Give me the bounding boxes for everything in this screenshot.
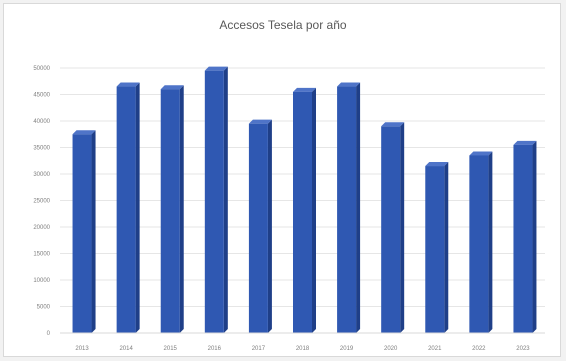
y-axis: 0 5000 10000 15000 20000 25000 30000 35000 40000…	[33, 66, 50, 337]
bar-top	[248, 119, 272, 124]
bar-front	[469, 155, 489, 333]
bar-2017	[248, 119, 272, 334]
bar-front	[293, 91, 312, 333]
chart-frame	[3, 3, 561, 357]
bar-top	[293, 87, 316, 92]
x-tick-label: 2019	[340, 346, 354, 352]
bar-side	[444, 162, 449, 333]
bar-front	[204, 70, 224, 334]
x-tick-label: 2016	[208, 346, 222, 352]
y-tick-label: 0	[47, 331, 51, 337]
bar-top	[204, 66, 228, 71]
bar-2023	[513, 140, 537, 333]
bar-2015	[160, 85, 184, 333]
x-axis: 2013 2014 2015 2016 2017 2018 2019 2020 2021 2022…	[60, 332, 545, 352]
x-tick-label: 2014	[119, 346, 133, 352]
bar-top	[160, 85, 184, 90]
bar-2022	[469, 151, 493, 333]
bar-side	[223, 66, 228, 334]
bar-side	[91, 130, 96, 333]
x-tick-label: 2017	[252, 346, 266, 352]
x-tick-label: 2020	[384, 346, 398, 352]
y-tick-label: 25000	[33, 199, 50, 205]
bar-front	[116, 86, 136, 333]
y-tick-label: 50000	[33, 66, 50, 72]
y-tick-label: 10000	[33, 278, 50, 284]
bar-side	[312, 87, 316, 333]
x-tick-label: 2015	[164, 346, 178, 352]
bar-side	[488, 151, 493, 333]
y-tick-label: 5000	[37, 305, 51, 311]
bar-2014	[116, 82, 140, 333]
y-tick-label: 45000	[33, 93, 50, 99]
bar-2019	[337, 82, 361, 333]
bar-top	[425, 162, 449, 167]
x-tick-label: 2013	[75, 346, 89, 352]
bar-side	[532, 140, 537, 333]
bar-2018	[293, 87, 316, 333]
bar-side	[135, 82, 140, 333]
bar-front	[72, 134, 92, 333]
bar-top	[381, 122, 405, 127]
bar-front	[513, 144, 533, 333]
bar-front	[160, 89, 180, 333]
bar-front	[425, 166, 445, 333]
bar-side	[356, 82, 361, 333]
bar-side	[400, 122, 405, 333]
y-tick-label: 15000	[33, 252, 50, 258]
bar-top	[72, 130, 96, 135]
bar-2021	[425, 162, 449, 333]
bar-2020	[381, 122, 405, 333]
y-tick-label: 35000	[33, 146, 50, 152]
bar-side	[267, 119, 272, 334]
bar-2016	[204, 66, 228, 334]
bar-front	[381, 126, 401, 333]
chart-title: Accesos Tesela por año	[219, 18, 347, 32]
y-tick-label: 30000	[33, 172, 50, 178]
x-tick-label: 2022	[472, 346, 486, 352]
bars	[72, 66, 537, 334]
x-tick-label: 2018	[296, 346, 310, 352]
x-tick-label: 2021	[428, 346, 442, 352]
y-tick-label: 20000	[33, 225, 50, 231]
bar-front	[337, 86, 357, 333]
x-tick-label: 2023	[516, 346, 530, 352]
bar-side	[179, 85, 184, 333]
bar-2013	[72, 130, 96, 333]
bar-top	[513, 140, 537, 145]
bar-top	[116, 82, 140, 87]
bar-front	[248, 123, 268, 334]
y-tick-label: 40000	[33, 119, 50, 125]
bar-top	[337, 82, 361, 87]
bar-top	[469, 151, 493, 156]
